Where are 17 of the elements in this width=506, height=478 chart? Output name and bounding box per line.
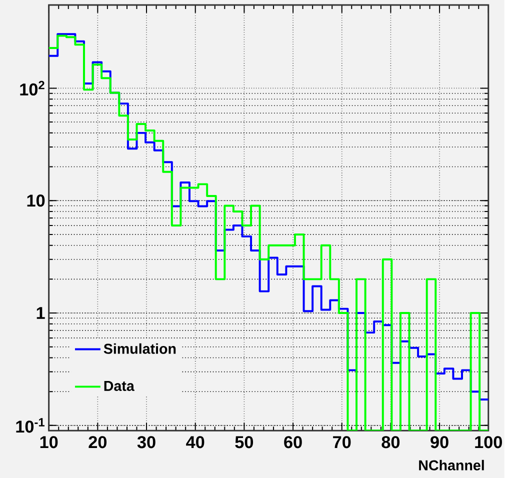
- x-tick-label: 20: [88, 436, 107, 448]
- legend-label: Data: [104, 380, 134, 391]
- y-tick-label: 10$^{2}$: [20, 80, 44, 96]
- x-axis-title: NChannel: [419, 460, 484, 470]
- legend-label: Simulation: [104, 343, 176, 354]
- x-tick-label: 10: [40, 436, 58, 448]
- x-tick-label: 70: [333, 436, 351, 448]
- x-tick-label: 90: [430, 436, 448, 448]
- x-tick-label: 60: [284, 436, 302, 448]
- x-tick-label: 80: [382, 436, 400, 448]
- x-tick-label: 50: [235, 436, 254, 448]
- y-tick-label: 10$^{-1}$: [16, 418, 44, 433]
- y-tick-label: 1: [36, 306, 45, 319]
- x-tick-label: 100: [475, 436, 502, 448]
- x-tick-label: 40: [186, 436, 204, 448]
- y-tick-label: 10: [27, 194, 45, 206]
- x-tick-label: 30: [137, 436, 156, 448]
